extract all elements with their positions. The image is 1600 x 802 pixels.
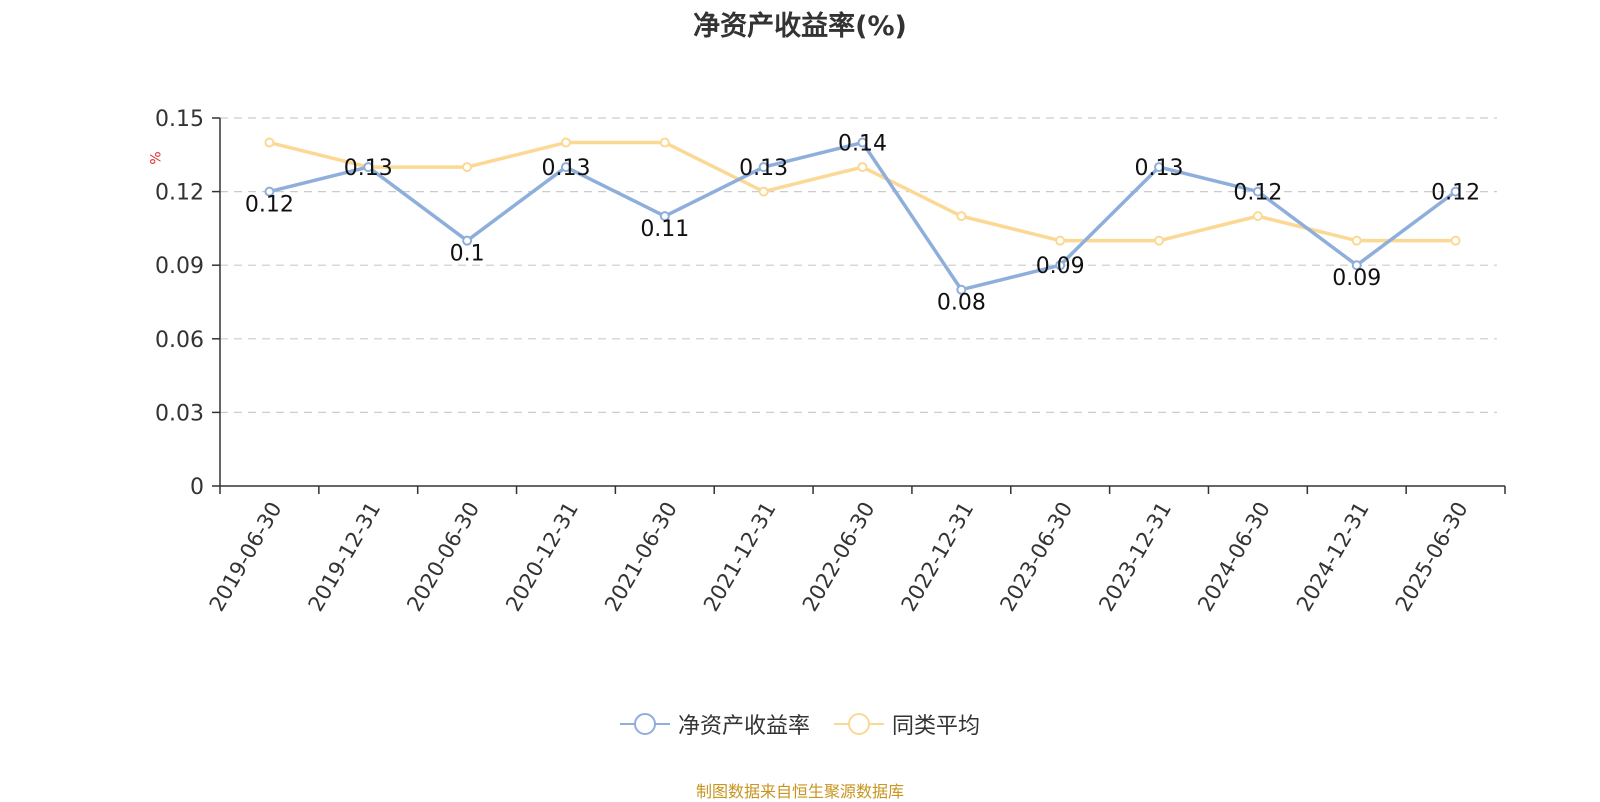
- data-label: 0.12: [245, 193, 294, 218]
- data-point-roe: [264, 186, 275, 197]
- data-point-roe: [956, 284, 967, 295]
- data-label: 0.09: [1036, 254, 1085, 279]
- data-point-peer-average: [857, 162, 868, 173]
- data-point-peer-average: [462, 162, 473, 173]
- data-source-footer: 制图数据来自恒生聚源数据库: [695, 782, 904, 801]
- chart-title: 净资产收益率(%): [693, 11, 907, 42]
- data-point-roe: [758, 162, 769, 173]
- legend-swatch-peer-average: [834, 713, 884, 735]
- data-point-roe: [1252, 186, 1263, 197]
- x-tick-label: 2024-06-30: [1193, 498, 1275, 616]
- x-tick-label: 2021-06-30: [600, 498, 682, 616]
- x-tick-label: 2024-12-31: [1292, 498, 1374, 616]
- legend: 净资产收益率 同类平均: [0, 708, 1600, 740]
- y-tick-label: 0.06: [155, 328, 204, 353]
- data-point-roe: [1055, 260, 1066, 271]
- x-tick-label: 2020-12-31: [501, 498, 583, 616]
- data-point-roe: [560, 162, 571, 173]
- legend-label-peer-average: 同类平均: [892, 714, 981, 739]
- data-point-roe: [363, 162, 374, 173]
- y-tick-label: 0: [190, 475, 204, 500]
- data-point-roe: [659, 211, 670, 222]
- data-point-peer-average: [1055, 235, 1066, 246]
- x-tick-label: 2019-06-30: [205, 498, 287, 616]
- data-point-peer-average: [659, 137, 670, 148]
- data-label: 0.14: [838, 132, 887, 157]
- data-point-peer-average: [1154, 235, 1165, 246]
- y-tick-label: 0.09: [155, 254, 204, 279]
- y-tick-label: 0.03: [155, 401, 204, 426]
- data-point-peer-average: [956, 211, 967, 222]
- data-point-peer-average: [264, 137, 275, 148]
- data-point-peer-average: [758, 186, 769, 197]
- legend-label-roe: 净资产收益率: [677, 714, 810, 739]
- data-label: 0.09: [1332, 266, 1381, 291]
- legend-item-peer-average[interactable]: 同类平均: [834, 708, 980, 740]
- data-point-roe: [1450, 186, 1461, 197]
- data-point-peer-average: [1450, 235, 1461, 246]
- data-label: 0.13: [739, 156, 788, 181]
- x-tick-label: 2022-12-31: [897, 498, 979, 616]
- x-tick-label: 2023-06-30: [995, 498, 1077, 616]
- x-tick-label: 2025-06-30: [1391, 498, 1473, 616]
- data-point-roe: [1351, 260, 1362, 271]
- data-label: 0.13: [1135, 156, 1184, 181]
- x-tick-label: 2022-06-30: [798, 498, 880, 616]
- x-tick-label: 2021-12-31: [699, 498, 781, 616]
- x-tick-label: 2019-12-31: [304, 498, 386, 616]
- data-point-roe: [462, 235, 473, 246]
- data-point-peer-average: [1252, 211, 1263, 222]
- legend-item-roe[interactable]: 净资产收益率: [619, 708, 810, 740]
- data-label: 0.1: [450, 242, 485, 267]
- data-label: 0.13: [541, 156, 590, 181]
- legend-swatch-roe: [619, 713, 670, 735]
- y-tick-label: 0.15: [155, 107, 204, 132]
- x-tick-label: 2023-12-31: [1094, 498, 1176, 616]
- data-point-roe: [1154, 162, 1165, 173]
- data-point-peer-average: [560, 137, 571, 148]
- y-tick-label: 0.12: [155, 181, 204, 206]
- data-label: 0.13: [344, 156, 393, 181]
- x-tick-label: 2020-06-30: [402, 498, 484, 616]
- line-chart: 0 0.03 0.06 0.09 0.12 0.15 2019-06-30 2019-12-3…: [155, 107, 1506, 616]
- data-label: 0.12: [1233, 181, 1282, 206]
- data-point-peer-average: [1351, 235, 1362, 246]
- data-label: 0.11: [640, 217, 689, 242]
- data-label: 0.12: [1431, 181, 1480, 206]
- data-point-roe: [857, 137, 868, 148]
- data-label: 0.08: [937, 291, 986, 316]
